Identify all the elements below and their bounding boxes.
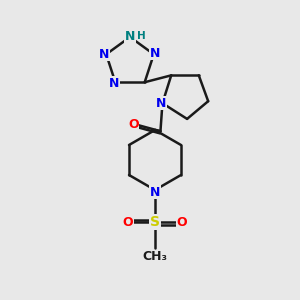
Text: O: O xyxy=(128,118,139,131)
Text: S: S xyxy=(150,215,160,229)
Text: N: N xyxy=(156,97,167,110)
Text: N: N xyxy=(125,29,135,43)
Text: H: H xyxy=(137,31,146,41)
Text: CH₃: CH₃ xyxy=(142,250,167,263)
Text: N: N xyxy=(109,77,119,90)
Text: O: O xyxy=(177,215,187,229)
Text: N: N xyxy=(150,47,160,60)
Text: N: N xyxy=(150,185,160,199)
Text: N: N xyxy=(99,48,110,61)
Text: O: O xyxy=(123,215,133,229)
